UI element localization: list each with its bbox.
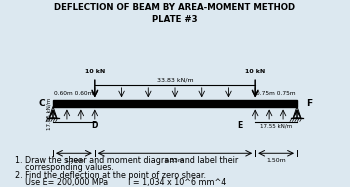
Text: C: C	[38, 99, 45, 108]
Bar	[53, 100, 297, 107]
Text: 0.75m 0.75m: 0.75m 0.75m	[256, 91, 296, 96]
Text: F: F	[306, 99, 312, 108]
Text: 10 kN: 10 kN	[245, 69, 265, 74]
Text: DEFLECTION OF BEAM BY AREA-MOMENT METHOD: DEFLECTION OF BEAM BY AREA-MOMENT METHOD	[55, 3, 295, 12]
Text: 1. Draw the shear and moment diagram and label their: 1. Draw the shear and moment diagram and…	[15, 156, 238, 165]
Text: 1.50m: 1.50m	[266, 158, 286, 163]
Text: 10 kN: 10 kN	[85, 69, 105, 74]
Text: Use E= 200,000 MPa        I = 1,034 x 10^6 mm^4: Use E= 200,000 MPa I = 1,034 x 10^6 mm^4	[15, 178, 226, 187]
Text: 2. Find the deflection at the point of zero shear.: 2. Find the deflection at the point of z…	[15, 171, 206, 180]
Text: 0.60m 0.60m: 0.60m 0.60m	[54, 91, 93, 96]
Text: 17.55 kN/m: 17.55 kN/m	[260, 124, 292, 129]
Text: D: D	[92, 121, 98, 130]
Text: E: E	[237, 121, 242, 130]
Text: 17.55 kN/m: 17.55 kN/m	[46, 98, 51, 130]
Text: 33.83 kN/m: 33.83 kN/m	[157, 77, 193, 82]
Text: 6.33m: 6.33m	[165, 158, 185, 163]
Text: PLATE #3: PLATE #3	[152, 15, 198, 24]
Text: 1.20m: 1.20m	[64, 158, 84, 163]
Text: corresponding values.: corresponding values.	[15, 163, 113, 172]
